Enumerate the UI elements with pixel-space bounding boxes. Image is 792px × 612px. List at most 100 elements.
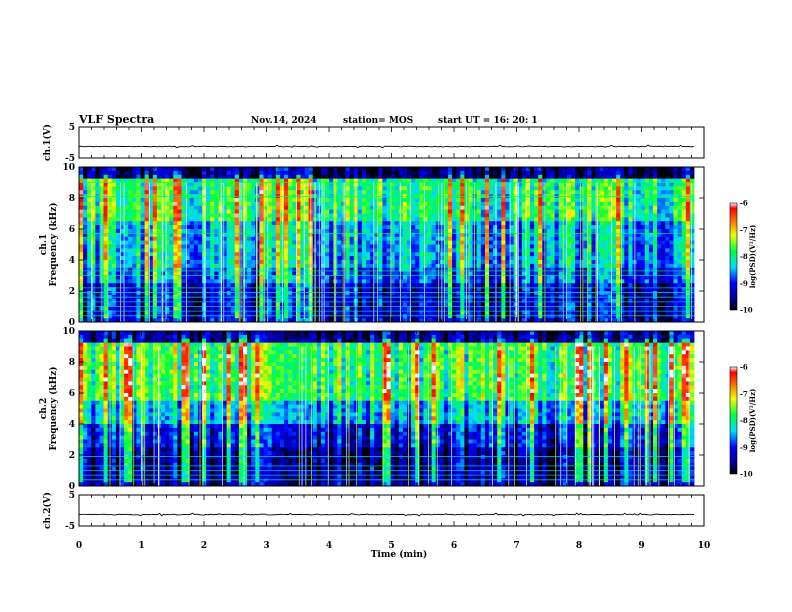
spectrogram-cell: [305, 171, 310, 175]
spectrogram-cell: [624, 167, 629, 171]
spectrogram-cell: [268, 167, 273, 171]
spectrogram-cell: [182, 225, 187, 229]
spectrogram-cell: [235, 171, 240, 175]
spectrogram-cell: [481, 256, 486, 260]
spectrogram-cell: [128, 183, 133, 187]
spectrogram-cell: [637, 245, 642, 249]
spectrogram-cell: [223, 202, 228, 206]
spectrogram-cell: [628, 248, 633, 252]
spectrogram-cell: [190, 241, 195, 245]
spectrogram-cell: [493, 183, 498, 187]
spectrogram-cell: [661, 214, 666, 218]
spectrogram-cell: [682, 252, 687, 256]
spectrogram-cell: [596, 171, 601, 175]
spectrogram-cell: [116, 241, 121, 245]
spectrogram-cell: [104, 186, 109, 190]
spectrogram-cell: [661, 264, 666, 268]
spectrogram-cell: [132, 171, 137, 175]
spectrogram-cell: [251, 198, 256, 202]
spectrogram-cell: [329, 167, 334, 171]
spectrogram-cell: [411, 252, 416, 256]
spectrogram-cell: [526, 237, 531, 241]
spectrogram-cell: [79, 283, 84, 287]
spectrogram-cell: [341, 237, 346, 241]
spectrogram-cell: [346, 206, 351, 210]
spectrogram-cell: [169, 206, 174, 210]
spectrogram-cell: [538, 198, 543, 202]
spectrogram-cells: [79, 167, 694, 322]
spectrogram-cell: [169, 279, 174, 283]
spectrogram-cell: [87, 167, 92, 171]
spectrogram-cell: [419, 229, 424, 233]
spectrogram-cell: [551, 214, 556, 218]
spectrogram-cell: [124, 221, 129, 225]
spectrogram-cell: [378, 225, 383, 229]
spectrogram-cell: [116, 276, 121, 280]
spectrogram-cell: [592, 252, 597, 256]
spectrogram-cell: [268, 225, 273, 229]
spectrogram-cell: [145, 264, 150, 268]
spectrogram-cell: [411, 276, 416, 280]
spectrogram-cell: [132, 268, 137, 272]
spectrogram-cell: [231, 252, 236, 256]
spectrogram-cell: [157, 202, 162, 206]
spectrogram-cell: [653, 186, 658, 190]
spectrogram-cell: [235, 198, 240, 202]
spectrogram-cell: [665, 256, 670, 260]
spectrogram-cell: [370, 167, 375, 171]
spectrogram-cell: [686, 206, 691, 210]
spectrogram-cell: [346, 260, 351, 264]
spectrogram-cell: [350, 171, 355, 175]
spectrogram-cell: [415, 225, 420, 229]
spectrogram-cell: [628, 171, 633, 175]
spectrogram-cell: [645, 221, 650, 225]
spectrogram-cell: [481, 279, 486, 283]
spectrogram-cell: [210, 248, 215, 252]
spectrogram-cell: [616, 217, 621, 221]
spectrogram-cell: [661, 229, 666, 233]
spectrogram-cell: [403, 217, 408, 221]
spectrogram-cell: [284, 283, 289, 287]
spectrogram-cell: [284, 183, 289, 187]
spectrogram-cell: [153, 206, 158, 210]
spectrogram-cell: [448, 225, 453, 229]
spectrogram-cell: [514, 237, 519, 241]
spectrogram-cell: [690, 214, 695, 218]
spectrogram-cell: [452, 202, 457, 206]
spectrogram-cell: [235, 291, 240, 295]
spectrogram-cell: [235, 276, 240, 280]
spectrogram-cell: [259, 268, 264, 272]
spectrogram-cell: [436, 256, 441, 260]
spectrogram-cell: [108, 260, 113, 264]
spectrogram-cell: [305, 206, 310, 210]
spectrogram-cell: [460, 260, 465, 264]
spectrogram-cell: [567, 225, 572, 229]
spectrogram-cell: [387, 198, 392, 202]
spectrogram-cell: [682, 229, 687, 233]
spectrogram-cell: [448, 264, 453, 268]
spectrogram-cell: [321, 260, 326, 264]
spectrogram-cell: [382, 245, 387, 249]
spectrogram-cell: [325, 210, 330, 214]
spectrogram-cell: [530, 198, 535, 202]
spectrogram-cell: [169, 186, 174, 190]
spectrogram-cell: [227, 175, 232, 179]
spectrogram-cell: [497, 241, 502, 245]
spectrogram-cell: [227, 214, 232, 218]
spectrogram-cell: [612, 214, 617, 218]
spectrogram-cell: [366, 279, 371, 283]
spectrogram-cell: [395, 276, 400, 280]
spectrogram-cell: [628, 252, 633, 256]
spectrogram-cell: [337, 225, 342, 229]
spectrogram-cell: [456, 283, 461, 287]
spectrogram-cell: [366, 241, 371, 245]
spectrogram-cell: [481, 229, 486, 233]
spectrogram-cell: [678, 217, 683, 221]
spectrogram-cell: [514, 186, 519, 190]
spectrogram-cell: [173, 210, 178, 214]
spectrogram-cell: [604, 252, 609, 256]
spectrogram-cell: [387, 252, 392, 256]
spectrogram-cell: [399, 256, 404, 260]
spectrogram-cell: [546, 221, 551, 225]
spectrogram-cell: [661, 167, 666, 171]
